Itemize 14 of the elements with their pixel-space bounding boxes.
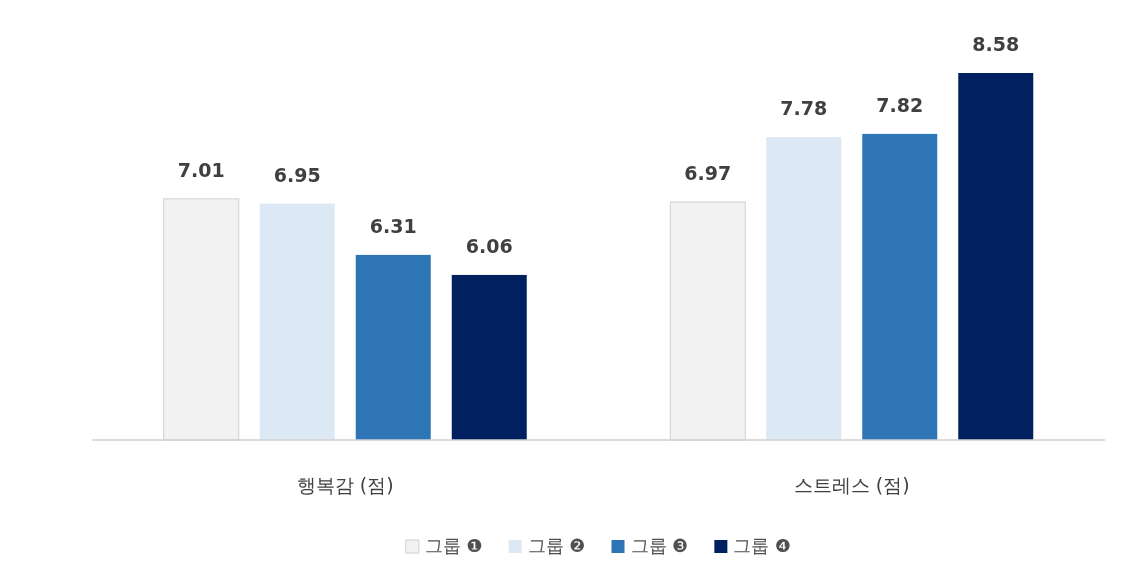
data-label: 6.97	[684, 162, 732, 185]
data-label: 6.95	[273, 163, 321, 186]
legend-label: 그룹 ❸	[630, 535, 689, 556]
data-label: 6.31	[369, 214, 417, 237]
x-tick-label: 행복감 (점)	[296, 474, 394, 496]
data-label: 8.58	[972, 33, 1020, 55]
data-label: 7.82	[876, 93, 924, 116]
legend-label: 그룹 ❶	[424, 535, 483, 556]
data-label: 7.01	[177, 158, 225, 181]
data-label: 6.06	[465, 234, 513, 257]
legend-label: 그룹 ❹	[733, 535, 792, 556]
legend-label: 그룹 ❷	[527, 535, 586, 556]
data-label: 7.78	[780, 97, 828, 120]
x-tick-label: 스트레스 (점)	[793, 474, 910, 496]
